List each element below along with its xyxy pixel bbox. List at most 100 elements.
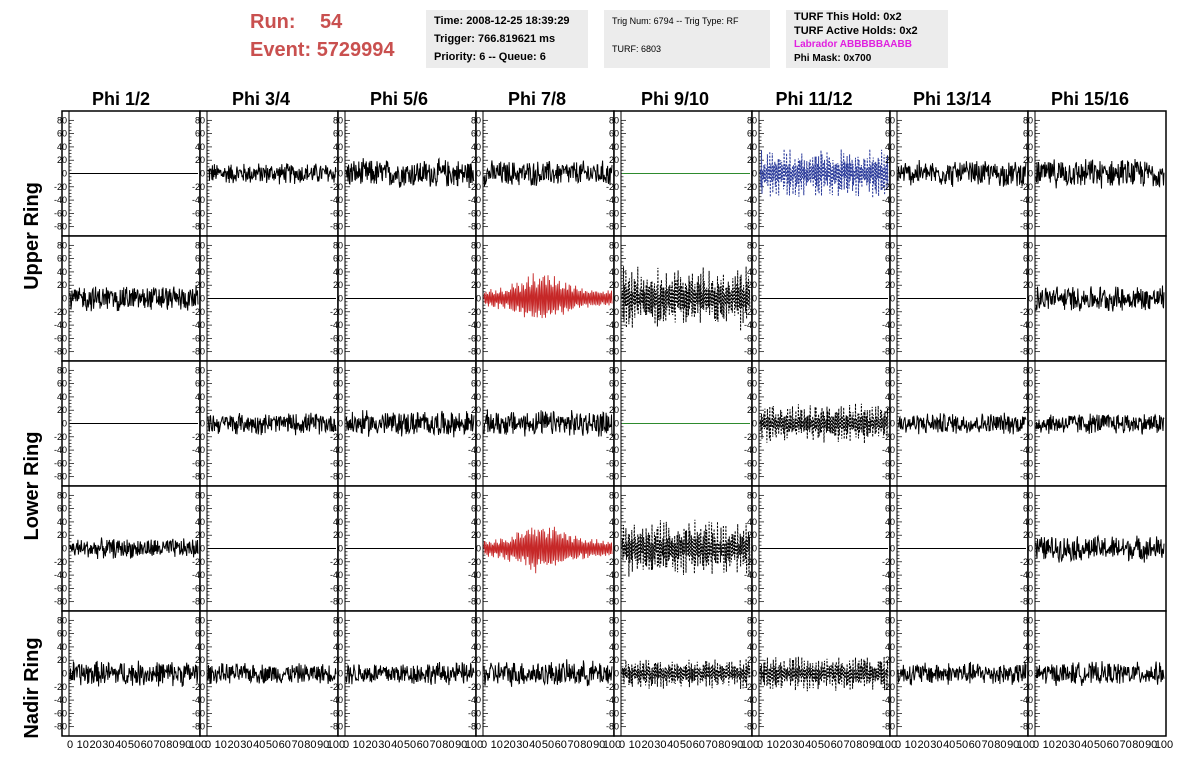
run-value: 54 (320, 11, 343, 33)
y-tick-label: 40 (885, 142, 895, 152)
panel-r2-c1: 80 60 40 20 0 -20 -40 -60 -80 (54, 235, 201, 362)
y-tick-label: -80 (330, 472, 343, 482)
y-tick-label: -20 (606, 182, 619, 192)
ring-labels: Upper Ring Lower Ring Nadir Ring (21, 182, 43, 738)
x-tick-label: 90 (869, 739, 881, 751)
x-tick-label: 0 (1033, 739, 1039, 751)
y-tick-label: -40 (606, 320, 619, 330)
x-tick-label: 90 (1007, 739, 1019, 751)
panel-r2-c8: 80 60 40 20 0 -20 -40 -60 -80 (1020, 235, 1167, 362)
x-tick-label: 80 (718, 739, 730, 751)
y-tick-label: -80 (744, 597, 757, 607)
y-tick-label: 20 (57, 280, 67, 290)
y-tick-label: 80 (57, 115, 67, 125)
x-tick-label: 0 (481, 739, 487, 751)
y-tick-label: 20 (747, 280, 757, 290)
y-tick-label: -80 (468, 347, 481, 357)
y-tick-label: 60 (1023, 379, 1033, 389)
waveform-trace (345, 157, 475, 188)
y-tick-label: 80 (57, 615, 67, 625)
panel-r2-c5: 80 60 40 20 0 -20 -40 -60 -80 (606, 235, 753, 362)
y-tick-label: 0 (338, 544, 343, 554)
y-tick-label: 20 (195, 280, 205, 290)
y-tick-label: -20 (468, 307, 481, 317)
y-tick-label: 60 (609, 504, 619, 514)
y-tick-label: 80 (333, 615, 343, 625)
y-tick-label: -80 (882, 472, 895, 482)
y-tick-label: 0 (890, 169, 895, 179)
y-tick-label: 0 (1028, 294, 1033, 304)
y-tick-label: 60 (1023, 629, 1033, 639)
y-tick-label: 0 (752, 169, 757, 179)
upper-ring-label: Upper Ring (21, 182, 43, 290)
y-tick-label: 40 (195, 142, 205, 152)
waveform-trace (621, 658, 751, 690)
panel-r4-c5: 80 60 40 20 0 -20 -40 -60 -80 (606, 485, 753, 612)
y-tick-label: 80 (471, 490, 481, 500)
x-tick-label: 80 (994, 739, 1006, 751)
y-tick-label: 40 (1023, 642, 1033, 652)
panel-r4-c2: 80 60 40 20 0 -20 -40 -60 -80 (192, 485, 339, 612)
y-tick-label: 60 (471, 254, 481, 264)
x-tick-label: 40 (1081, 739, 1093, 751)
y-tick-label: 20 (471, 280, 481, 290)
x-tick-label: 100 (1017, 739, 1035, 751)
phi-mask-text: Phi Mask: 0x700 (794, 53, 872, 64)
panel-r3-c5: 80 60 40 20 0 -20 -40 -60 -80 (606, 360, 753, 487)
y-tick-label: -20 (882, 307, 895, 317)
y-tick-label: 20 (1023, 155, 1033, 165)
waveform-trace (759, 149, 889, 198)
y-tick-label: 20 (609, 155, 619, 165)
waveform-trace (621, 519, 751, 577)
waveform-trace (1035, 661, 1165, 687)
y-tick-label: 80 (471, 240, 481, 250)
y-tick-label: 0 (200, 294, 205, 304)
y-tick-label: 80 (471, 115, 481, 125)
y-tick-label: -20 (54, 682, 67, 692)
y-tick-label: 40 (333, 642, 343, 652)
y-tick-label: 80 (609, 615, 619, 625)
x-tick-label: 10 (215, 739, 227, 751)
y-tick-label: 0 (890, 294, 895, 304)
y-tick-label: 0 (614, 419, 619, 429)
y-tick-label: 60 (333, 629, 343, 639)
y-tick-label: -80 (54, 722, 67, 732)
y-tick-label: 60 (195, 379, 205, 389)
x-tick-label: 50 (1094, 739, 1106, 751)
y-tick-label: -60 (468, 458, 481, 468)
y-tick-label: 20 (333, 280, 343, 290)
y-tick-label: -60 (1020, 708, 1033, 718)
y-tick-label: -20 (606, 307, 619, 317)
y-tick-label: -60 (1020, 208, 1033, 218)
y-tick-label: -20 (330, 307, 343, 317)
y-tick-label: -40 (468, 445, 481, 455)
y-tick-label: -40 (468, 570, 481, 580)
panel-r2-c4: 80 60 40 20 0 -20 -40 -60 -80 (468, 235, 615, 362)
y-tick-label: -60 (330, 458, 343, 468)
x-tick-label: 10 (77, 739, 89, 751)
phi-header-2: Phi 3/4 (232, 89, 290, 109)
panel-r1-c2: 80 60 40 20 0 -20 -40 -60 -80 (192, 110, 339, 237)
y-tick-label: 80 (57, 240, 67, 250)
x-tick-label: 90 (731, 739, 743, 751)
y-tick-label: 40 (57, 392, 67, 402)
x-tick-label: 10 (353, 739, 365, 751)
y-tick-label: -20 (54, 557, 67, 567)
x-tick-label: 20 (779, 739, 791, 751)
waveform-panels: 80 60 40 20 0 -20 -40 -60 -80 80 60 40 20 0 -20 -40 -60 -… (54, 110, 1167, 737)
waveform-trace (897, 661, 1027, 686)
y-tick-label: -40 (1020, 195, 1033, 205)
y-tick-label: -60 (882, 708, 895, 718)
y-tick-label: 0 (1028, 544, 1033, 554)
run-label: Run: (250, 11, 296, 33)
y-tick-label: -40 (744, 695, 757, 705)
y-tick-label: 40 (747, 392, 757, 402)
y-tick-label: 80 (609, 115, 619, 125)
x-tick-label: 90 (455, 739, 467, 751)
x-tick-label: 0 (757, 739, 763, 751)
waveform-trace (207, 412, 337, 436)
y-tick-label: 20 (885, 155, 895, 165)
y-tick-label: 80 (195, 240, 205, 250)
y-tick-label: 0 (476, 419, 481, 429)
y-tick-label: -80 (468, 472, 481, 482)
